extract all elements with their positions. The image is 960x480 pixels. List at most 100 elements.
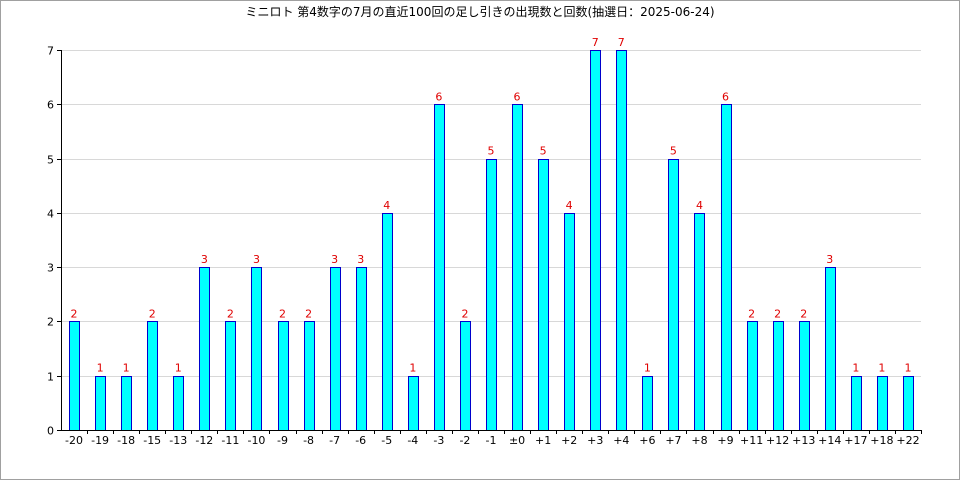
x-tick-label: +22: [896, 434, 919, 447]
x-tick-label: -10: [247, 434, 265, 447]
x-tick-label: +6: [639, 434, 655, 447]
data-label: 2: [279, 307, 286, 320]
labels: 01234567-202-191-181-152-131-123-112-103…: [47, 36, 920, 447]
bar: [590, 50, 601, 431]
bar: [616, 50, 627, 431]
data-label: 3: [253, 253, 260, 266]
x-tick-label: -12: [195, 434, 213, 447]
bar: [825, 267, 836, 431]
bar: [434, 104, 445, 431]
data-label: 1: [123, 362, 130, 375]
bar: [538, 159, 549, 431]
bar: [642, 376, 653, 431]
data-label: 7: [592, 36, 599, 49]
axes: [57, 50, 922, 434]
bar: [251, 267, 262, 431]
data-label: 4: [383, 199, 390, 212]
data-label: 2: [305, 307, 312, 320]
data-label: 2: [71, 307, 78, 320]
x-tick-label: +11: [740, 434, 763, 447]
data-label: 2: [227, 307, 234, 320]
x-tick-label: +1: [535, 434, 551, 447]
data-label: 1: [97, 362, 104, 375]
x-tick-label: +18: [870, 434, 893, 447]
x-tick-label: ±0: [509, 434, 525, 447]
data-label: 6: [722, 90, 729, 103]
bar: [278, 321, 289, 431]
data-label: 7: [618, 36, 625, 49]
x-tick-label: +3: [587, 434, 603, 447]
data-label: 4: [566, 199, 573, 212]
x-tick-label: -13: [169, 434, 187, 447]
y-tick-label: 3: [47, 262, 54, 275]
bar: [694, 213, 705, 431]
data-label: 5: [540, 145, 547, 158]
bar: [173, 376, 184, 431]
bar: [121, 376, 132, 431]
x-tick-label: -19: [91, 434, 109, 447]
bar: [747, 321, 758, 431]
x-tick-label: -4: [407, 434, 418, 447]
x-tick-label: -3: [433, 434, 444, 447]
x-tick-label: -6: [355, 434, 366, 447]
data-label: 3: [201, 253, 208, 266]
x-tick-label: +13: [792, 434, 815, 447]
data-label: 5: [670, 145, 677, 158]
y-tick-label: 1: [47, 371, 54, 384]
x-tick-label: +17: [844, 434, 867, 447]
bar: [721, 104, 732, 431]
x-tick-label: -15: [143, 434, 161, 447]
bar: [564, 213, 575, 431]
bar: [147, 321, 158, 431]
bar: [382, 213, 393, 431]
data-label: 5: [488, 145, 495, 158]
data-label: 1: [904, 362, 911, 375]
x-tick-label: +12: [766, 434, 789, 447]
chart-title: ミニロト 第4数字の7月の直近100回の足し引きの出現数と回数(抽選日：2025…: [245, 4, 714, 19]
x-tick-label: -11: [221, 434, 239, 447]
bar: [225, 321, 236, 431]
data-label: 1: [409, 362, 416, 375]
bar: [408, 376, 419, 431]
x-tick-label: -5: [381, 434, 392, 447]
x-tick-label: -9: [277, 434, 288, 447]
data-label: 1: [175, 362, 182, 375]
bar: [668, 159, 679, 431]
y-tick-label: 7: [47, 45, 54, 58]
data-label: 2: [800, 307, 807, 320]
x-tick-label: -1: [486, 434, 497, 447]
bar: [799, 321, 810, 431]
bar: [512, 104, 523, 431]
bar: [330, 267, 341, 431]
x-tick-label: -8: [303, 434, 314, 447]
data-label: 2: [461, 307, 468, 320]
data-label: 6: [514, 90, 521, 103]
y-tick-label: 6: [47, 99, 54, 112]
data-label: 1: [644, 362, 651, 375]
bar: [486, 159, 497, 431]
data-label: 2: [774, 307, 781, 320]
y-tick-label: 5: [47, 154, 54, 167]
bar: [773, 321, 784, 431]
bar: [877, 376, 888, 431]
x-tick-label: -18: [117, 434, 135, 447]
x-tick-label: +8: [691, 434, 707, 447]
data-label: 6: [435, 90, 442, 103]
bar: [356, 267, 367, 431]
y-tick-label: 0: [47, 425, 54, 438]
bar: [903, 376, 914, 431]
data-label: 3: [826, 253, 833, 266]
bar: [460, 321, 471, 431]
bar: [851, 376, 862, 431]
data-label: 3: [331, 253, 338, 266]
y-tick-label: 4: [47, 208, 54, 221]
y-tick-label: 2: [47, 316, 54, 329]
bars: [69, 50, 914, 431]
x-tick-label: +14: [818, 434, 841, 447]
data-label: 2: [149, 307, 156, 320]
x-tick-label: +4: [613, 434, 629, 447]
data-label: 3: [357, 253, 364, 266]
bar: [95, 376, 106, 431]
x-tick-label: +9: [717, 434, 733, 447]
